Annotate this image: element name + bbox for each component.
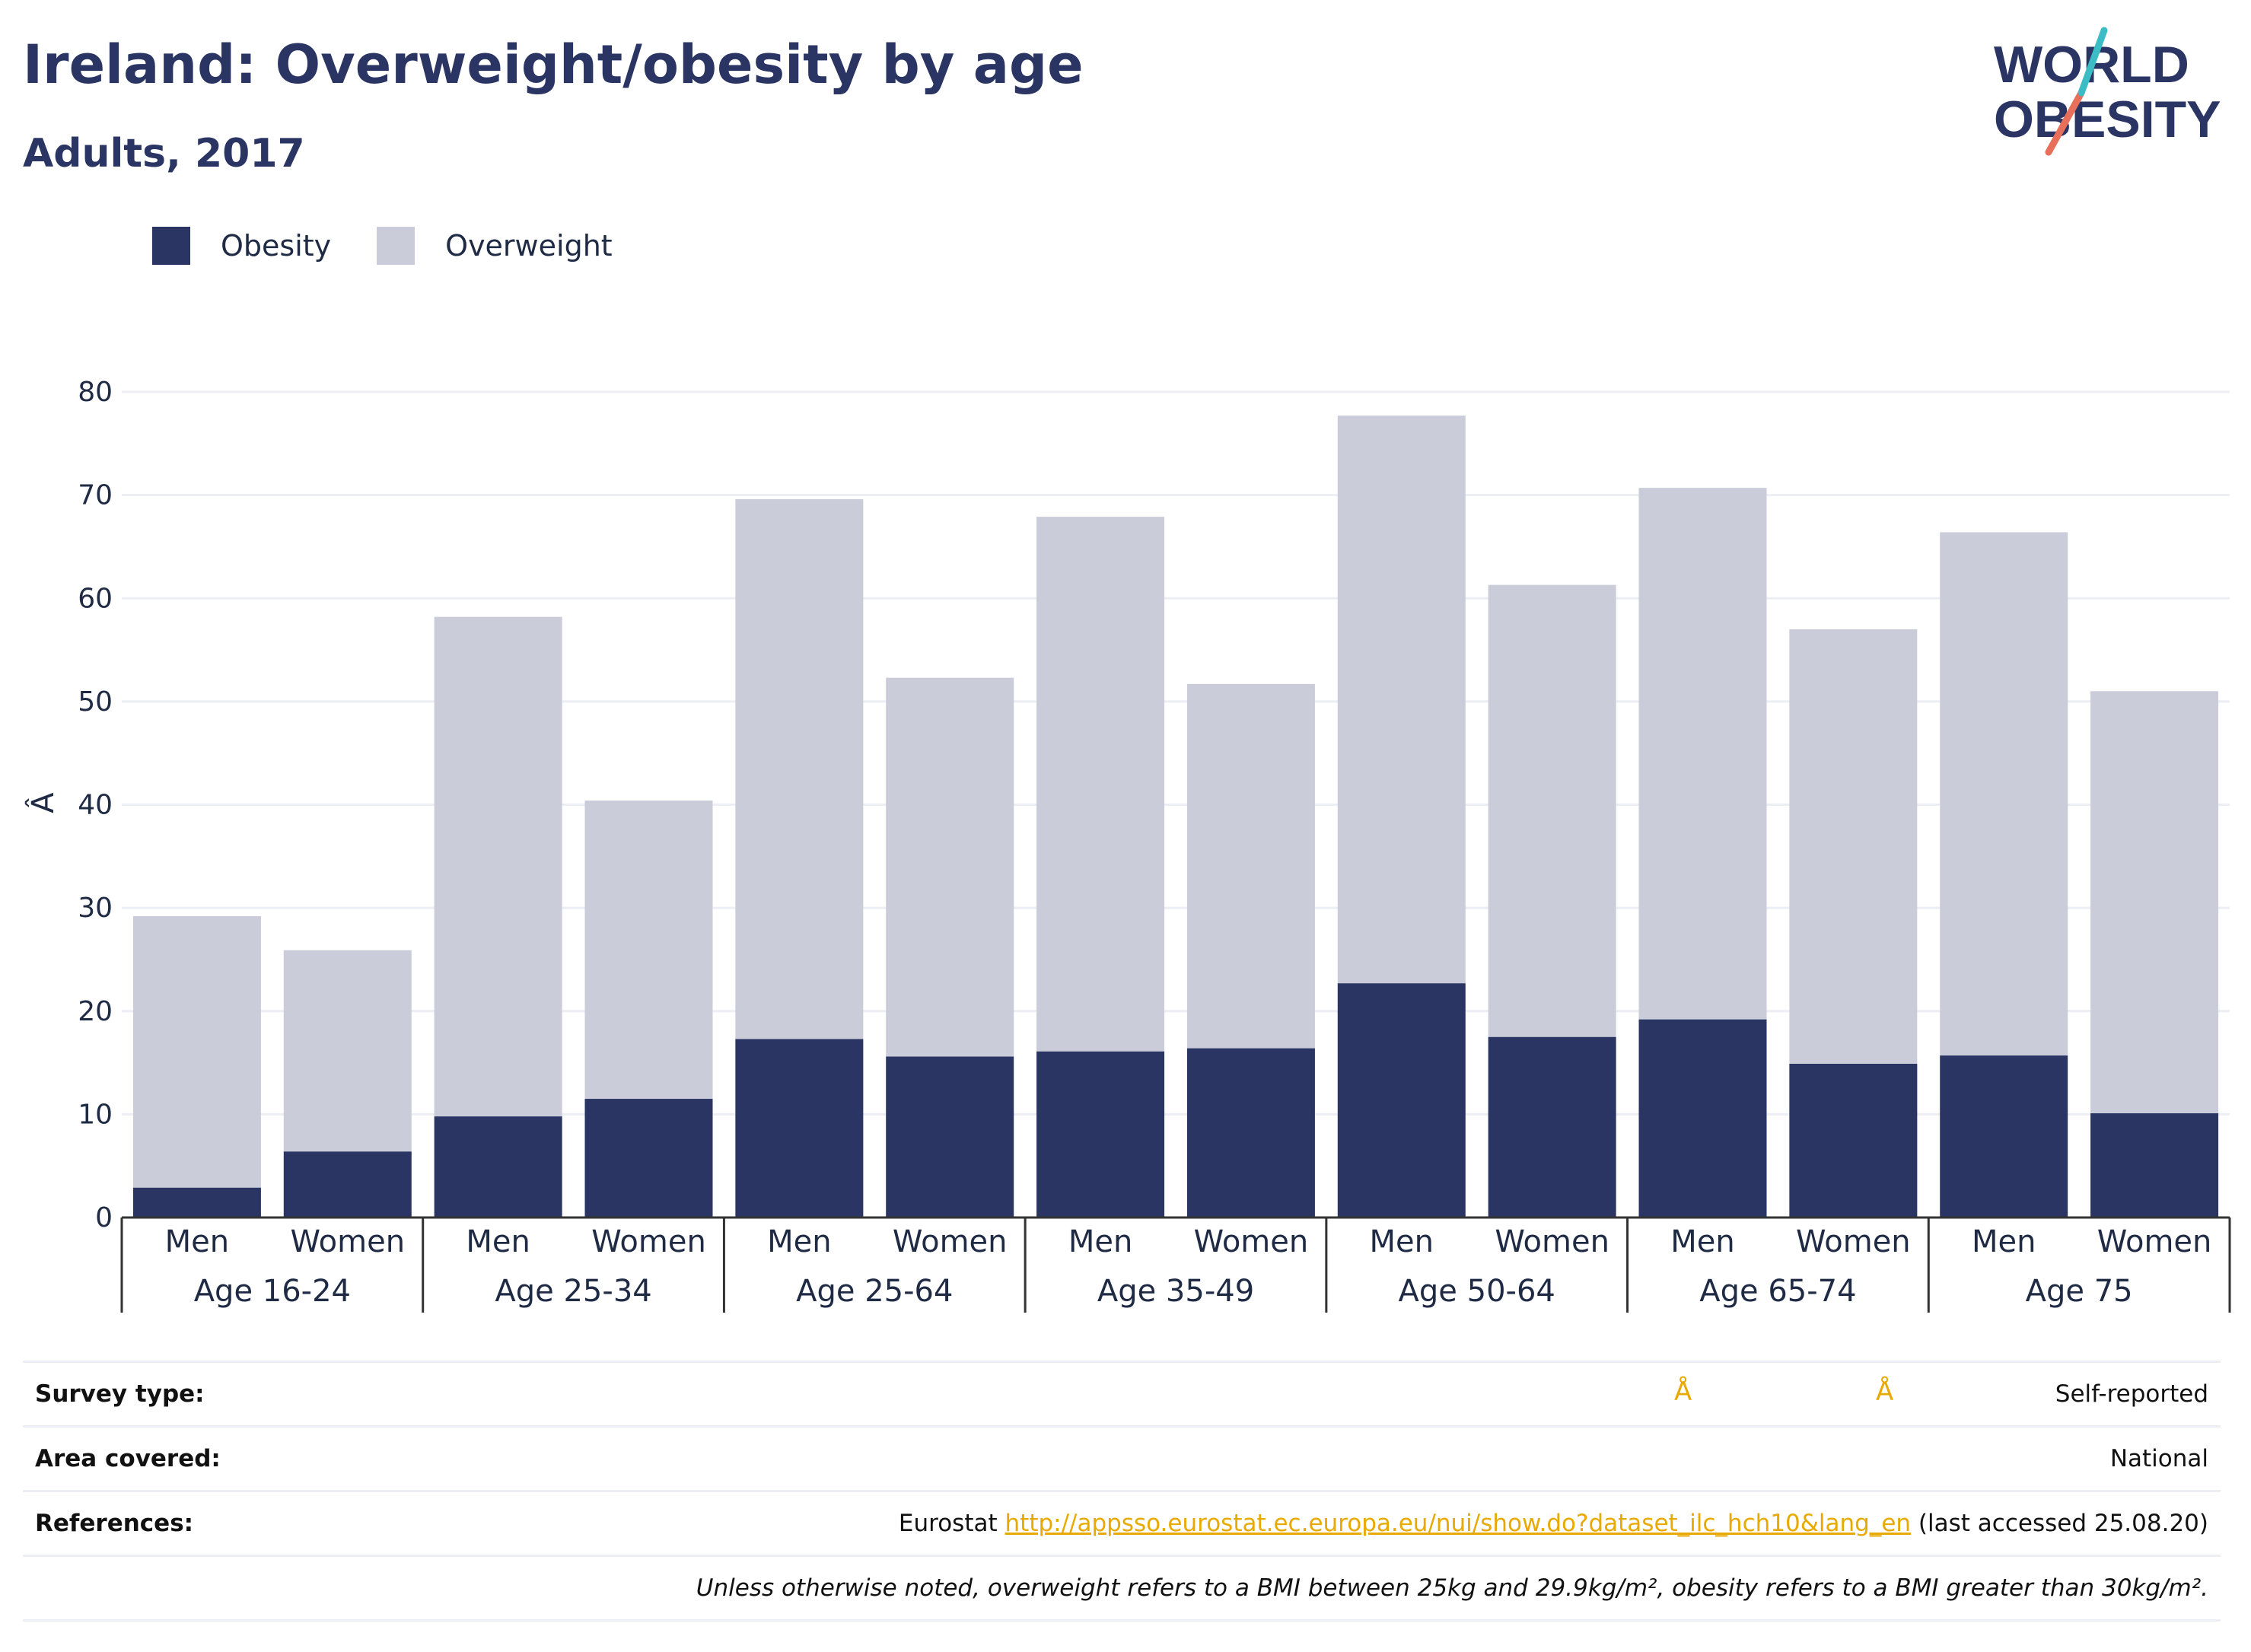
page-title: Ireland: Overweight/obesity by age: [23, 33, 1084, 96]
bar-obesity: [1789, 1063, 1918, 1218]
bar-obesity: [1638, 1019, 1767, 1218]
x-tick-label: Men: [1972, 1224, 2036, 1259]
page-subtitle: Adults, 2017: [23, 131, 305, 177]
bar-overweight: [283, 950, 412, 1152]
bar-overweight: [434, 616, 562, 1117]
y-axis-ticks: 0 10 20 30 40 50 60 70 80: [78, 377, 113, 1233]
bar-obesity: [283, 1151, 412, 1218]
group-label: Age 50-64: [1399, 1274, 1555, 1309]
x-tick-label: Men: [1068, 1224, 1132, 1259]
y-tick-label: 70: [78, 480, 113, 511]
bar-overweight: [1488, 584, 1616, 1037]
y-tick-label: 20: [78, 996, 113, 1027]
bar-obesity: [886, 1056, 1014, 1218]
bar-obesity: [1488, 1036, 1616, 1218]
bar-overweight: [1186, 683, 1315, 1049]
x-tick-label: Women: [1796, 1224, 1911, 1259]
x-axis: Men Women Men Women Men Women Men Women Men Women…: [120, 1216, 2231, 1313]
references-label: References:: [35, 1510, 194, 1537]
bar-obesity: [1036, 1051, 1165, 1218]
y-tick-label: 50: [78, 686, 113, 718]
survey-glyph-2: Å: [1876, 1377, 1894, 1407]
group-label: Age 75: [2026, 1274, 2133, 1309]
area-covered-label: Area covered:: [35, 1445, 221, 1472]
y-tick-label: 40: [78, 790, 113, 821]
x-tick-label: Women: [1495, 1224, 1609, 1259]
survey-type-value: Self-reported: [2055, 1380, 2208, 1408]
footer-row-area: Area covered: National: [23, 1425, 2221, 1490]
survey-type-label: Survey type:: [35, 1380, 205, 1408]
group-label: Age 25-64: [796, 1274, 953, 1309]
y-tick-label: 10: [78, 1099, 113, 1130]
references-suffix: (last accessed 25.08.20): [1918, 1510, 2208, 1537]
y-tick-label: 60: [78, 583, 113, 614]
references-link[interactable]: http://appsso.eurostat.ec.europa.eu/nui/…: [1005, 1510, 1912, 1537]
y-axis-label: Â: [24, 792, 61, 813]
y-tick-label: 30: [78, 893, 113, 924]
bar-overweight: [2090, 691, 2219, 1114]
bar-obesity: [434, 1116, 562, 1218]
bar-obesity: [584, 1099, 713, 1218]
survey-glyph-1: Å: [1674, 1377, 1692, 1407]
legend-swatch-obesity: [152, 227, 190, 265]
group-label: Age 25-34: [495, 1274, 651, 1309]
legend-label-obesity: Obesity: [221, 229, 332, 263]
legend-label-overweight: Overweight: [445, 229, 613, 263]
references-value: Eurostat http://appsso.eurostat.ec.europ…: [899, 1510, 2221, 1537]
chart-legend: Obesity Overweight: [152, 227, 658, 265]
legend-swatch-overweight: [377, 227, 415, 265]
x-tick-label: Women: [591, 1224, 706, 1259]
bar-overweight: [1036, 517, 1165, 1052]
footer-row-survey-type: Survey type: Å Å Self-reported: [23, 1361, 2221, 1425]
footer-row-note: Unless otherwise noted, overweight refer…: [23, 1555, 2221, 1622]
bar-obesity: [735, 1039, 864, 1218]
bar-obesity: [132, 1187, 261, 1218]
bar-overweight: [1337, 415, 1466, 984]
bar-overweight: [1940, 532, 2068, 1056]
x-tick-label: Women: [2097, 1224, 2212, 1259]
group-label: Age 35-49: [1097, 1274, 1254, 1309]
bar-obesity: [1186, 1048, 1315, 1218]
world-obesity-logo: WORLD OBESITY: [1979, 23, 2237, 167]
logo-line2: OBESITY: [1994, 91, 2221, 148]
stacked-bar-chart: 0 10 20 30 40 50 60 70 80 Â Men Women Men Women Men W…: [24, 377, 2231, 1313]
bar-obesity: [2090, 1113, 2219, 1218]
bar-overweight: [1638, 488, 1767, 1020]
group-label: Age 65-74: [1699, 1274, 1856, 1309]
chart-footer: Survey type: Å Å Self-reported Area cove…: [23, 1361, 2221, 1622]
x-tick-label: Men: [1370, 1224, 1434, 1259]
x-tick-label: Men: [165, 1224, 229, 1259]
y-tick-label: 0: [95, 1202, 113, 1233]
bar-obesity: [1337, 983, 1466, 1218]
x-tick-label: Women: [893, 1224, 1008, 1259]
x-tick-label: Men: [767, 1224, 831, 1259]
bar-overweight: [132, 915, 261, 1188]
references-prefix: Eurostat: [898, 1510, 998, 1537]
y-tick-label: 80: [78, 377, 113, 408]
group-label: Age 16-24: [194, 1274, 351, 1309]
footer-row-references: References: Eurostat http://appsso.euros…: [23, 1490, 2221, 1555]
area-covered-value: National: [2109, 1445, 2208, 1472]
legend-item-obesity: Obesity: [152, 227, 331, 265]
bar-overweight: [584, 801, 713, 1100]
x-tick-label: Women: [290, 1224, 405, 1259]
bar-overweight: [1789, 629, 1918, 1064]
bar-overweight: [886, 677, 1014, 1057]
x-tick-label: Men: [466, 1224, 530, 1259]
legend-item-overweight: Overweight: [377, 227, 613, 265]
bar-obesity: [1940, 1055, 2068, 1218]
bars: [132, 415, 2219, 1218]
bmi-definition-note: Unless otherwise noted, overweight refer…: [696, 1574, 2208, 1602]
x-tick-label: Women: [1194, 1224, 1309, 1259]
x-tick-label: Men: [1670, 1224, 1734, 1259]
bar-overweight: [735, 499, 864, 1039]
